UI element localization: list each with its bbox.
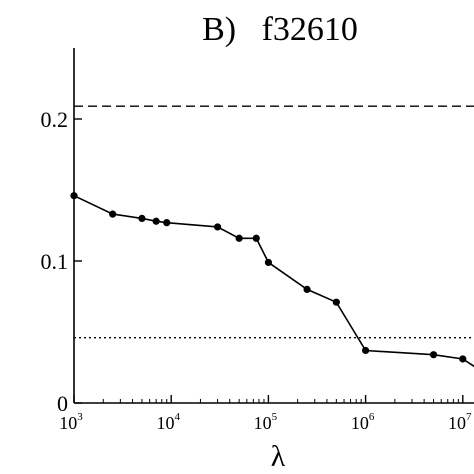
x-tick-label: 103 (59, 411, 83, 433)
data-point (109, 210, 117, 218)
data-point (303, 285, 311, 293)
data-point (138, 214, 146, 222)
data-point (152, 217, 160, 225)
series-layer (70, 192, 474, 368)
data-point (213, 223, 222, 231)
y-tick-label: 0.1 (41, 249, 69, 274)
y-tick-label: 0 (57, 391, 68, 416)
chart-title: B) f32610 (202, 11, 358, 48)
reference-lines (74, 105, 474, 339)
x-tick-label: 104 (156, 411, 180, 433)
data-point (163, 219, 171, 227)
data-point (429, 351, 438, 359)
data-point (362, 346, 370, 355)
x-tick-label: 105 (254, 411, 278, 433)
series-line (73, 194, 474, 368)
data-point (332, 298, 340, 306)
y-tick-label: 0.2 (41, 107, 69, 132)
x-tick-labels: 103104105106107108 (59, 411, 472, 433)
data-point (235, 234, 243, 242)
axes (73, 48, 474, 404)
x-axis-label: λ (271, 440, 286, 473)
data-point (459, 355, 467, 363)
x-tick-label: 107 (448, 411, 472, 433)
y-tick-labels: 0 0.1 0.2 (41, 107, 69, 416)
x-tick-label: 106 (351, 411, 375, 433)
data-point (252, 234, 260, 242)
data-point (264, 258, 272, 267)
